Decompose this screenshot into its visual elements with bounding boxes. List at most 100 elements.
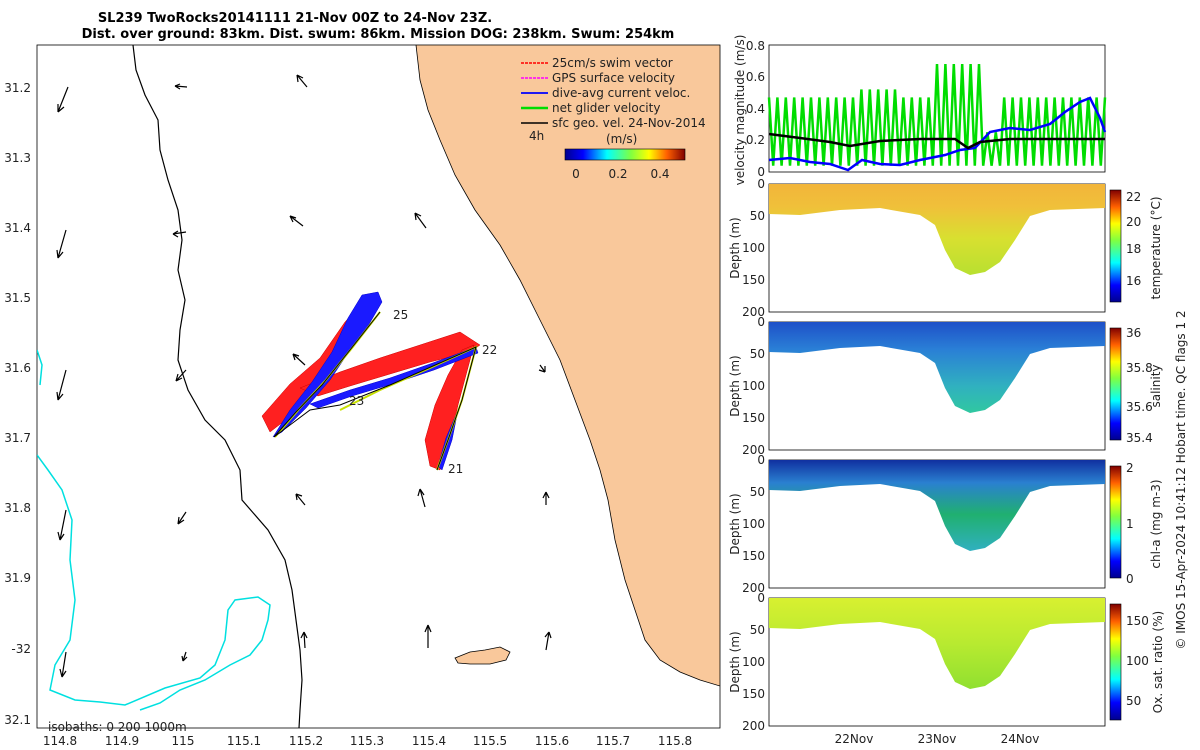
figure-title-line2: Dist. over ground: 83km. Dist. swum: 86k… [82,27,675,42]
svg-text:0: 0 [757,591,765,605]
svg-text:200: 200 [742,443,765,457]
svg-text:20: 20 [1126,215,1141,229]
lat-axis: 31.2 31.3 31.4 31.5 31.6 31.7 31.8 31.9 … [4,81,31,727]
vel-yticks: 0 0.2 0.4 0.6 0.8 [746,39,765,179]
svg-text:-32: -32 [11,642,31,656]
svg-text:200: 200 [742,305,765,319]
time-axis: 22Nov 23Nov 24Nov [835,732,1040,746]
section-colorbar-ticks: 16 18 20 22 35.4 35.6 35.8 36 0 1 2 50 1… [1126,190,1153,708]
svg-text:115.6: 115.6 [535,734,569,748]
chla-data [769,460,1105,551]
svg-text:Ox. sat. ratio (%): Ox. sat. ratio (%) [1151,611,1165,713]
cbar-tick-2: 0.4 [650,167,669,181]
credit-text: © IMOS 15-Apr-2024 10:41:12 Hobart time.… [1174,310,1188,649]
svg-text:150: 150 [1126,614,1149,628]
legend-swim: 25cm/s swim vector [552,56,673,70]
interval-label: 4h [529,129,544,143]
isobath-1000m [37,349,271,711]
land-area [415,45,720,687]
section-salinity [768,321,1122,451]
isobath-200m [132,45,303,728]
svg-text:50: 50 [750,209,765,223]
ox-data [769,598,1105,689]
svg-text:32.1: 32.1 [4,713,31,727]
svg-text:0: 0 [757,165,765,179]
svg-text:35.6: 35.6 [1126,400,1153,414]
cbar-tick-1: 0.2 [608,167,627,181]
svg-text:31.4: 31.4 [4,221,31,235]
svg-text:0: 0 [757,453,765,467]
speed-colorbar: (m/s) 0 0.2 0.4 [564,132,686,181]
svg-text:50: 50 [750,347,765,361]
sal-data [769,322,1105,413]
cbar-tick-0: 0 [572,167,580,181]
svg-text:2: 2 [1126,461,1134,475]
svg-text:115.3: 115.3 [350,734,384,748]
svg-text:115.5: 115.5 [473,734,507,748]
island [454,646,511,665]
svg-text:1: 1 [1126,517,1134,531]
svg-text:100: 100 [742,517,765,531]
svg-text:100: 100 [1126,654,1149,668]
svg-text:31.3: 31.3 [4,151,31,165]
svg-text:115.2: 115.2 [289,734,323,748]
svg-text:150: 150 [742,273,765,287]
legend-net: net glider velocity [552,101,660,115]
svg-text:16: 16 [1126,274,1141,288]
glider-path [273,311,477,471]
isobaths-label: isobaths: 0 200 1000m [48,720,187,734]
svg-text:115.7: 115.7 [596,734,630,748]
svg-text:salinity: salinity [1149,364,1163,407]
svg-text:200: 200 [742,581,765,595]
svg-text:115.4: 115.4 [412,734,446,748]
svg-text:50: 50 [1126,694,1141,708]
series-sfc-geo-velocity [768,132,1105,150]
velocity-panel: 0 0.2 0.4 0.6 0.8 velocity magnitude (m/… [733,35,1107,186]
svg-text:50: 50 [750,485,765,499]
svg-text:0.6: 0.6 [746,70,765,84]
svg-text:100: 100 [742,241,765,255]
svg-text:0.2: 0.2 [746,133,765,147]
map-panel: 25 22 23 21 25cm/s swim vector GPS surfa… [4,44,721,748]
svg-text:Depth (m): Depth (m) [728,217,742,278]
svg-text:31.2: 31.2 [4,81,31,95]
section-colorbar-labels: temperature (°C) salinity chl-a (mg m-3)… [1149,197,1165,714]
svg-text:0.4: 0.4 [746,102,765,116]
day-label-22: 22 [482,343,497,357]
section-temperature [768,183,1122,313]
svg-text:chl-a (mg m-3): chl-a (mg m-3) [1149,479,1163,568]
svg-text:31.6: 31.6 [4,361,31,375]
svg-text:115.8: 115.8 [658,734,692,748]
svg-text:Depth (m): Depth (m) [728,355,742,416]
svg-text:31.5: 31.5 [4,291,31,305]
svg-text:31.8: 31.8 [4,501,31,515]
svg-text:114.8: 114.8 [43,734,77,748]
map-legend: 25cm/s swim vector GPS surface velocity … [521,56,706,143]
svg-text:23Nov: 23Nov [918,732,957,746]
legend-current: dive-avg current veloc. [552,86,690,100]
svg-text:24Nov: 24Nov [1001,732,1040,746]
series-dive-avg-current [768,96,1107,172]
svg-text:temperature (°C): temperature (°C) [1149,197,1163,300]
section-oxygen [768,597,1122,727]
svg-text:114.9: 114.9 [105,734,139,748]
svg-text:200: 200 [742,719,765,733]
geo-velocity-arrows [56,74,552,678]
section-chla [768,459,1122,589]
day-label-25: 25 [393,308,408,322]
figure-title-line1: SL239 TwoRocks20141111 21-Nov 00Z to 24-… [98,11,492,26]
svg-text:22Nov: 22Nov [835,732,874,746]
day-label-23: 23 [349,394,364,408]
svg-text:31.7: 31.7 [4,431,31,445]
svg-text:0.8: 0.8 [746,39,765,53]
svg-text:31.9: 31.9 [4,571,31,585]
vel-ylabel: velocity magnitude (m/s) [733,35,747,186]
svg-text:100: 100 [742,655,765,669]
svg-text:100: 100 [742,379,765,393]
svg-text:50: 50 [750,623,765,637]
svg-text:115.1: 115.1 [227,734,261,748]
svg-text:0: 0 [757,177,765,191]
svg-text:18: 18 [1126,242,1141,256]
day-label-21: 21 [448,462,463,476]
svg-text:35.4: 35.4 [1126,431,1153,445]
